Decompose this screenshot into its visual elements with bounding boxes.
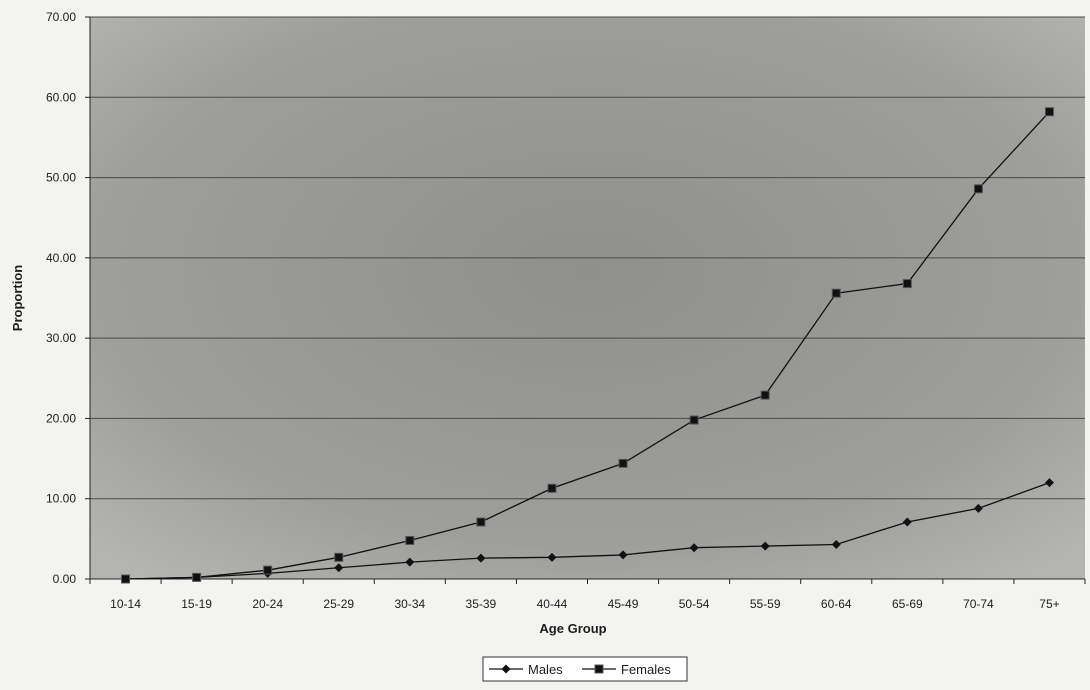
data-point-males: [405, 557, 415, 567]
x-tick-label: 45-49: [608, 597, 639, 611]
x-tick-label: 60-64: [821, 597, 852, 611]
data-point-males: [760, 541, 770, 551]
x-tick-label: 70-74: [963, 597, 994, 611]
legend-item-males: Males: [489, 662, 563, 677]
data-point-females: [831, 288, 841, 298]
data-point-females: [1044, 107, 1054, 117]
series-line-males: [125, 482, 1050, 580]
data-point-females: [689, 415, 699, 425]
plot-area: [90, 17, 1085, 579]
y-axis-ticks: 0.00 10.00 20.00 30.00 40.00 50.00 60.00 70.00: [46, 10, 90, 586]
data-point-females: [760, 390, 770, 400]
y-tick-label: 20.00: [46, 411, 76, 425]
legend: Males Females: [482, 656, 688, 682]
y-axis-title: Proportion: [10, 265, 25, 331]
x-tick-label: 75+: [1039, 597, 1059, 611]
x-tick-label: 55-59: [750, 597, 781, 611]
legend-marker: [501, 664, 511, 674]
data-point-females: [973, 184, 983, 194]
data-point-males: [618, 550, 628, 560]
data-point-females: [476, 517, 486, 527]
x-tick-label: 15-19: [181, 597, 212, 611]
data-point-males: [902, 517, 912, 527]
x-axis-title: Age Group: [539, 621, 606, 636]
data-point-males: [973, 503, 983, 513]
x-tick-label: 30-34: [394, 597, 425, 611]
legend-marker: [594, 664, 604, 674]
data-point-females: [334, 552, 344, 562]
x-tick-label: 40-44: [537, 597, 568, 611]
y-tick-label: 70.00: [46, 10, 76, 24]
series-line-females: [125, 111, 1050, 580]
data-point-females: [405, 535, 415, 545]
data-point-males: [547, 552, 557, 562]
legend-label: Females: [621, 662, 671, 677]
x-tick-label: 20-24: [252, 597, 283, 611]
y-tick-label: 10.00: [46, 492, 76, 506]
y-tick-label: 40.00: [46, 251, 76, 265]
y-tick-label: 30.00: [46, 331, 76, 345]
legend-label: Males: [528, 662, 563, 677]
data-point-females: [192, 572, 202, 582]
data-point-males: [334, 563, 344, 573]
legend-item-females: Females: [582, 662, 671, 677]
data-point-males: [476, 553, 486, 563]
x-tick-label: 50-54: [679, 597, 710, 611]
y-tick-label: 0.00: [53, 572, 77, 586]
series-males: [121, 478, 1054, 584]
y-tick-label: 60.00: [46, 90, 76, 104]
data-point-males: [689, 543, 699, 553]
x-tick-label: 25-29: [323, 597, 354, 611]
gridlines: [90, 16, 1085, 580]
x-axis-ticks: 10-14 15-19 20-24 25-29 30-34 35-39 40-44 45-49…: [89, 579, 1086, 611]
data-point-females: [263, 565, 273, 575]
series: [121, 107, 1054, 584]
y-tick-label: 50.00: [46, 171, 76, 185]
x-tick-label: 65-69: [892, 597, 923, 611]
data-point-females: [547, 483, 557, 493]
series-females: [121, 107, 1054, 584]
data-point-females: [902, 279, 912, 289]
data-point-males: [831, 539, 841, 549]
x-tick-label: 10-14: [110, 597, 141, 611]
data-point-males: [1044, 478, 1054, 488]
x-tick-label: 35-39: [466, 597, 497, 611]
data-point-females: [618, 458, 628, 468]
data-point-females: [121, 574, 131, 584]
